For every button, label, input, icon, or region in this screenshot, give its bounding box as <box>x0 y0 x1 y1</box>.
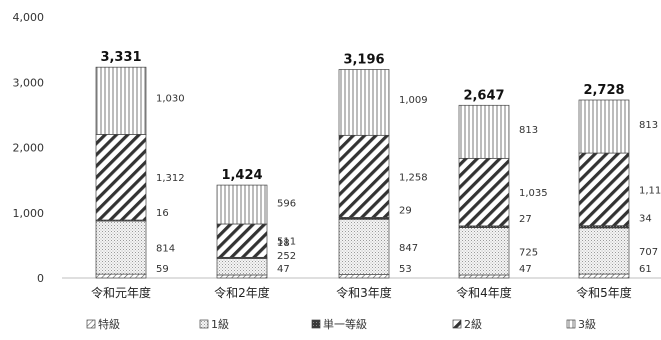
bar-segment <box>578 227 630 275</box>
data-label: 27 <box>519 214 532 225</box>
legend-label: 特級 <box>98 317 120 331</box>
bar-segment <box>95 134 147 221</box>
data-label: 707 <box>639 247 658 258</box>
data-label: 511 <box>277 237 296 248</box>
data-label: 813 <box>639 120 658 131</box>
bar-segment <box>95 273 147 279</box>
bar-segment <box>578 273 630 279</box>
data-label: 16 <box>156 208 169 219</box>
bar-segment <box>338 134 390 218</box>
x-tick-label: 令和3年度 <box>336 285 392 300</box>
bar-segment <box>458 157 510 227</box>
legend-swatch <box>452 319 462 329</box>
y-tick-label: 0 <box>37 272 44 285</box>
data-label: 1,009 <box>399 95 428 106</box>
x-tick-label: 令和4年度 <box>456 285 512 300</box>
total-label: 3,196 <box>343 52 384 67</box>
legend-swatch <box>86 319 96 329</box>
legend-label: 単一等級 <box>323 317 367 331</box>
bar-segment <box>458 274 510 279</box>
total-label: 1,424 <box>221 168 262 183</box>
data-label: 252 <box>277 251 296 262</box>
bar-segment <box>458 104 510 159</box>
bar-segment <box>216 274 268 279</box>
data-label: 61 <box>639 264 652 275</box>
data-label: 814 <box>156 244 175 255</box>
data-label: 53 <box>399 264 412 275</box>
bar-segment <box>338 274 390 279</box>
data-label: 18 <box>277 238 290 249</box>
bar-segment <box>578 99 630 154</box>
bar-segment <box>338 69 390 136</box>
legend-swatch <box>199 319 209 329</box>
legend-label: 1級 <box>211 318 229 331</box>
data-label: 847 <box>399 243 418 254</box>
data-label: 47 <box>277 264 290 275</box>
legend-label: 3級 <box>578 318 596 331</box>
total-label: 2,728 <box>583 83 624 98</box>
bar-segment <box>338 218 390 275</box>
data-label: 1,035 <box>519 188 548 199</box>
bar-segment <box>216 223 268 258</box>
data-label: 1,258 <box>399 172 428 183</box>
x-tick-label: 令和5年度 <box>576 285 632 300</box>
total-label: 2,647 <box>463 88 504 103</box>
bars <box>95 66 630 279</box>
bar-segment <box>216 184 268 225</box>
bar-segment <box>216 258 268 276</box>
bar-segment <box>95 220 147 275</box>
data-label: 1,030 <box>156 93 185 104</box>
data-label: 596 <box>277 199 296 210</box>
y-tick-label: 4,000 <box>13 11 45 24</box>
data-label: 1,113 <box>639 185 661 196</box>
legend-label: 2級 <box>464 318 482 331</box>
y-tick-label: 3,000 <box>13 76 45 89</box>
bar-segment <box>458 227 510 276</box>
data-label: 47 <box>519 264 532 275</box>
x-tick-label: 令和2年度 <box>214 285 270 300</box>
data-label: 725 <box>519 247 538 258</box>
y-tick-label: 1,000 <box>13 207 45 220</box>
data-label: 59 <box>156 264 169 275</box>
legend: 特級 1級 単一等級 2級 3級 <box>86 317 596 331</box>
data-label: 29 <box>399 205 412 216</box>
data-label: 813 <box>519 125 538 136</box>
bar-segment <box>578 152 630 227</box>
bar-segment <box>95 66 147 135</box>
x-tick-label: 令和元年度 <box>91 285 151 300</box>
total-label: 3,331 <box>100 50 141 65</box>
data-label: 34 <box>639 214 652 225</box>
y-tick-label: 2,000 <box>13 142 45 155</box>
legend-swatch <box>566 319 576 329</box>
legend-swatch <box>311 319 321 329</box>
data-label: 1,312 <box>156 173 185 184</box>
